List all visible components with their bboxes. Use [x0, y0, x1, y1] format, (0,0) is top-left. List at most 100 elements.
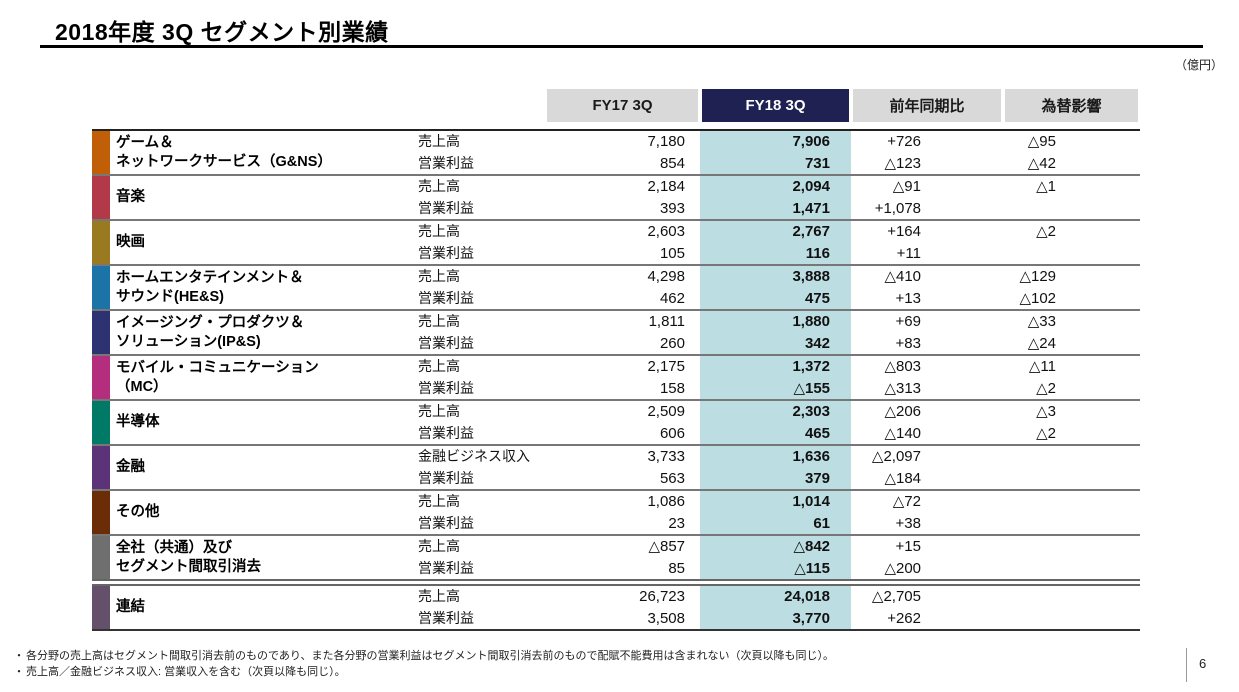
fy18-value: 3,770: [700, 607, 851, 629]
segment-block-hes: ホームエンタテインメント＆ サウンド(HE&S) 売上高 4,298 3,888…: [92, 264, 1140, 309]
segment-block-ips: イメージング・プロダクツ＆ ソリューション(IP&S) 売上高 1,811 1,…: [92, 309, 1140, 354]
segment-name: その他: [116, 504, 160, 520]
segment-color-swatch: [92, 221, 110, 264]
segment-color-swatch: [92, 536, 110, 579]
yoy-value: +15: [895, 538, 921, 555]
footnote-bullet: ・: [13, 650, 25, 662]
fy18-value: △115: [700, 557, 851, 579]
metric-label: 売上高: [418, 588, 460, 604]
fy17-value: △857: [648, 538, 685, 555]
fy17-value: 3,508: [647, 609, 685, 627]
metric-label: 営業利益: [418, 379, 474, 396]
column-header-yoy: 前年同期比: [853, 89, 1001, 122]
segment-color-swatch: [92, 586, 110, 629]
metric-label: 売上高: [418, 133, 460, 149]
fx-value: △95: [1027, 133, 1056, 150]
yoy-value: △200: [884, 559, 921, 577]
metric-label: 営業利益: [418, 289, 474, 306]
fy18-value: 2,094: [700, 176, 851, 198]
fx-value: [1003, 491, 1140, 513]
segment-name: 映画: [116, 234, 145, 250]
fy18-value: 2,767: [700, 221, 851, 243]
fy18-value: 342: [700, 332, 851, 354]
fy18-value: △842: [700, 536, 851, 558]
fx-value: △129: [1019, 268, 1056, 285]
yoy-value: +69: [895, 313, 921, 330]
fy18-value: 1,372: [700, 356, 851, 378]
fx-value: [1003, 243, 1140, 265]
fx-value: △1: [1036, 178, 1056, 195]
unit-label: （億円）: [1174, 58, 1223, 72]
yoy-value: +83: [895, 334, 921, 352]
yoy-value: △91: [892, 178, 921, 195]
segment-color-swatch: [92, 266, 110, 309]
segment-name: 音楽: [116, 189, 145, 205]
fy17-value: 26,723: [639, 588, 685, 605]
yoy-value: +13: [895, 289, 921, 307]
fy17-value: 2,175: [647, 358, 685, 375]
segment-name: 半導体: [116, 414, 160, 430]
segment-block-pictures: 映画 売上高 2,603 2,767 +164 △2 営業利益 105 116 …: [92, 219, 1140, 264]
fx-value: [1003, 198, 1140, 220]
yoy-value: △72: [892, 493, 921, 510]
fx-value: [1003, 586, 1140, 608]
fx-value: △102: [1019, 289, 1056, 307]
metric-label: 金融ビジネス収入: [418, 448, 530, 464]
fy18-value: 1,471: [700, 197, 851, 219]
yoy-value: +726: [887, 133, 921, 150]
fy18-value: 465: [700, 422, 851, 444]
table-header-row: FY17 3Q FY18 3Q 前年同期比 為替影響: [92, 89, 1140, 122]
metric-label: 営業利益: [418, 154, 474, 171]
footnote-bullet: ・: [13, 666, 25, 678]
yoy-value: △803: [884, 358, 921, 375]
segment-color-swatch: [92, 131, 110, 174]
segment-block-consolidated: 連結 売上高 26,723 24,018 △2,705 営業利益 3,508 3…: [92, 584, 1140, 629]
footnotes: ・ 各分野の売上高はセグメント間取引消去前のものであり、また各分野の営業利益はセ…: [12, 648, 834, 680]
fy18-value: 1,014: [700, 491, 851, 513]
yoy-value: +11: [896, 244, 921, 262]
column-header-fx: 為替影響: [1005, 89, 1138, 122]
fy17-value: 462: [659, 289, 685, 307]
segment-color-swatch: [92, 401, 110, 444]
fy18-value: 731: [700, 152, 851, 174]
page-number: 6: [1199, 656, 1207, 671]
footnote-text: 各分野の売上高はセグメント間取引消去前のものであり、また各分野の営業利益はセグメ…: [26, 650, 834, 662]
segment-block-gns: ゲーム＆ ネットワークサービス（G&NS） 売上高 7,180 7,906 +7…: [92, 131, 1140, 174]
fy17-value: 158: [659, 379, 685, 397]
table-body: ゲーム＆ ネットワークサービス（G&NS） 売上高 7,180 7,906 +7…: [92, 129, 1140, 631]
fx-value: [1003, 468, 1140, 490]
segment-block-semiconductors: 半導体 売上高 2,509 2,303 △206 △3 営業利益 606 465…: [92, 399, 1140, 444]
column-header-fy18: FY18 3Q: [702, 89, 849, 122]
segment-results-table: FY17 3Q FY18 3Q 前年同期比 為替影響 ゲーム＆ ネットワークサー…: [92, 89, 1140, 631]
metric-label: 営業利益: [418, 469, 474, 486]
fx-value: [1003, 513, 1140, 535]
fy18-value: 61: [700, 512, 851, 534]
footnote-text: 売上高／金融ビジネス収入: 営業収入を含む（次頁以降も同じ）。: [26, 666, 346, 678]
fx-value: △24: [1027, 334, 1056, 352]
fy17-value: 2,603: [647, 223, 685, 240]
metric-label: 営業利益: [418, 199, 474, 216]
segment-name: ホームエンタテインメント＆ サウンド(HE&S): [116, 269, 304, 305]
yoy-value: △410: [884, 268, 921, 285]
metric-label: 営業利益: [418, 514, 474, 531]
segment-name: ゲーム＆ ネットワークサービス（G&NS）: [116, 134, 332, 170]
segment-name: 金融: [116, 459, 145, 475]
metric-label: 売上高: [418, 358, 460, 374]
fx-value: [1003, 608, 1140, 630]
yoy-value: △140: [884, 424, 921, 442]
fy17-value: 3,733: [647, 448, 685, 465]
fx-value: △2: [1036, 379, 1056, 397]
yoy-value: △2,705: [871, 588, 921, 605]
metric-label: 売上高: [418, 493, 460, 509]
metric-label: 営業利益: [418, 609, 474, 626]
yoy-value: △206: [884, 403, 921, 420]
consolidated-separator: [92, 579, 1140, 584]
metric-label: 営業利益: [418, 244, 474, 261]
metric-label: 売上高: [418, 313, 460, 329]
segment-name: イメージング・プロダクツ＆ ソリューション(IP&S): [116, 314, 305, 350]
segment-color-swatch: [92, 491, 110, 534]
fx-value: △33: [1027, 313, 1056, 330]
fy17-value: 4,298: [647, 268, 685, 285]
fy17-value: 1,811: [648, 313, 685, 330]
